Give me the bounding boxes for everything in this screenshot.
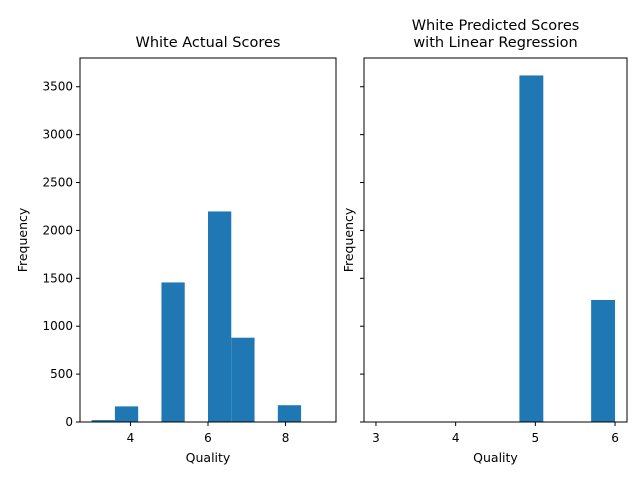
left-y-tick-label: 2000 [42,223,73,237]
right-y-axis-label: Frequency [341,207,356,272]
left-bar-0 [91,420,115,422]
left-histogram-panel: 0 500 1000 1500 2000 2500 3000 3500 4 6 8 White A… [15,35,337,465]
left-x-tick-label: 4 [127,431,135,445]
right-x-tick-label: 3 [372,431,380,445]
left-y-tick-label: 3000 [42,128,73,142]
left-bar-1 [114,406,139,422]
left-x-ticks: 4 6 8 [127,422,290,445]
left-y-tick-label: 3500 [42,80,73,94]
left-bar-6 [231,337,255,422]
right-axes-frame [363,57,628,423]
left-y-tick-label: 1500 [42,271,73,285]
right-bar-9 [591,299,616,422]
right-histogram-panel: 3 4 5 6 White Predicted Scores with Linear R… [341,18,628,465]
left-chart-title: White Actual Scores [136,35,281,51]
left-bar-8 [277,405,302,422]
right-x-tick-label: 4 [452,431,460,445]
right-chart-title: White Predicted Scores with Linear Regres… [412,18,580,51]
right-y-ticks [360,86,364,423]
right-x-tick-label: 5 [532,431,540,445]
right-bars [375,75,616,422]
left-bar-3 [161,282,185,422]
left-y-tick-label: 0 [65,415,73,429]
left-axes-frame [79,57,337,423]
left-bars [91,211,325,422]
left-x-tick-label: 8 [282,431,290,445]
right-x-ticks: 3 4 5 6 [372,422,619,445]
left-y-tick-label: 500 [50,367,73,381]
right-x-axis-label: Quality [473,450,518,465]
left-x-tick-label: 6 [204,431,212,445]
left-y-tick-label: 2500 [42,176,73,190]
left-y-ticks: 0 500 1000 1500 2000 2500 3000 3500 [42,80,80,429]
left-bar-5 [208,211,232,422]
left-y-tick-label: 1000 [42,319,73,333]
left-y-axis-label: Frequency [15,207,30,272]
right-bar-6 [519,75,544,422]
left-x-axis-label: Quality [186,450,231,465]
right-x-tick-label: 6 [611,431,619,445]
